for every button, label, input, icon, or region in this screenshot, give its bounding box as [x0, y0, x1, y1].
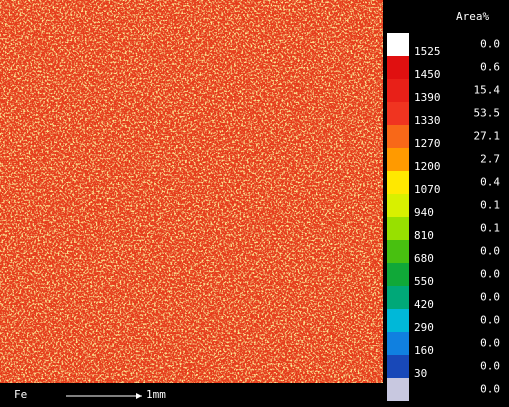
area-value: 53.5 [474, 107, 501, 120]
color-swatch [387, 102, 409, 125]
color-swatch [387, 263, 409, 286]
threshold-label: 1390 [414, 91, 441, 104]
legend-header: Area% [456, 10, 489, 23]
area-value: 0.0 [480, 360, 500, 373]
area-value: 0.1 [480, 222, 500, 235]
map-footer: Fe 1mm [14, 388, 166, 401]
color-swatch [387, 148, 409, 171]
threshold-label: 1525 [414, 45, 441, 58]
color-swatch [387, 355, 409, 378]
threshold-label: 1450 [414, 68, 441, 81]
threshold-label: 1270 [414, 137, 441, 150]
threshold-label: 160 [414, 344, 434, 357]
color-swatch [387, 194, 409, 217]
area-value: 0.0 [480, 245, 500, 258]
color-swatch [387, 286, 409, 309]
threshold-label: 1330 [414, 114, 441, 127]
color-swatch [387, 217, 409, 240]
scale-arrow [136, 393, 142, 399]
color-swatch [387, 125, 409, 148]
area-value: 0.4 [480, 176, 500, 189]
element-map [0, 0, 383, 383]
legend: 0.0 0.6 15.4 53.5 27.1 2.7 0.4 0.1 0.1 0.0 0.0 0.0 0… [387, 33, 500, 401]
color-swatch [387, 240, 409, 263]
color-swatch [387, 332, 409, 355]
scale-label: 1mm [146, 388, 166, 401]
color-swatch [387, 33, 409, 56]
color-swatch [387, 79, 409, 102]
area-value: 0.0 [480, 337, 500, 350]
threshold-label: 1070 [414, 183, 441, 196]
area-value: 0.0 [480, 268, 500, 281]
threshold-label: 550 [414, 275, 434, 288]
area-value: 0.0 [480, 38, 500, 51]
threshold-label: 290 [414, 321, 434, 334]
threshold-label: 940 [414, 206, 434, 219]
threshold-label: 680 [414, 252, 434, 265]
area-value: 0.0 [480, 383, 500, 396]
color-swatch [387, 171, 409, 194]
area-value: 15.4 [474, 84, 501, 97]
area-value: 2.7 [480, 153, 500, 166]
color-swatch [387, 56, 409, 79]
area-value: 0.6 [480, 61, 500, 74]
threshold-label: 420 [414, 298, 434, 311]
area-value: 0.1 [480, 199, 500, 212]
color-swatch [387, 378, 409, 401]
threshold-label: 1200 [414, 160, 441, 173]
area-value: 0.0 [480, 314, 500, 327]
color-swatch [387, 309, 409, 332]
threshold-label: 30 [414, 367, 427, 380]
element-label: Fe [14, 388, 27, 401]
area-value: 27.1 [474, 130, 501, 143]
threshold-label: 810 [414, 229, 434, 242]
area-value: 0.0 [480, 291, 500, 304]
